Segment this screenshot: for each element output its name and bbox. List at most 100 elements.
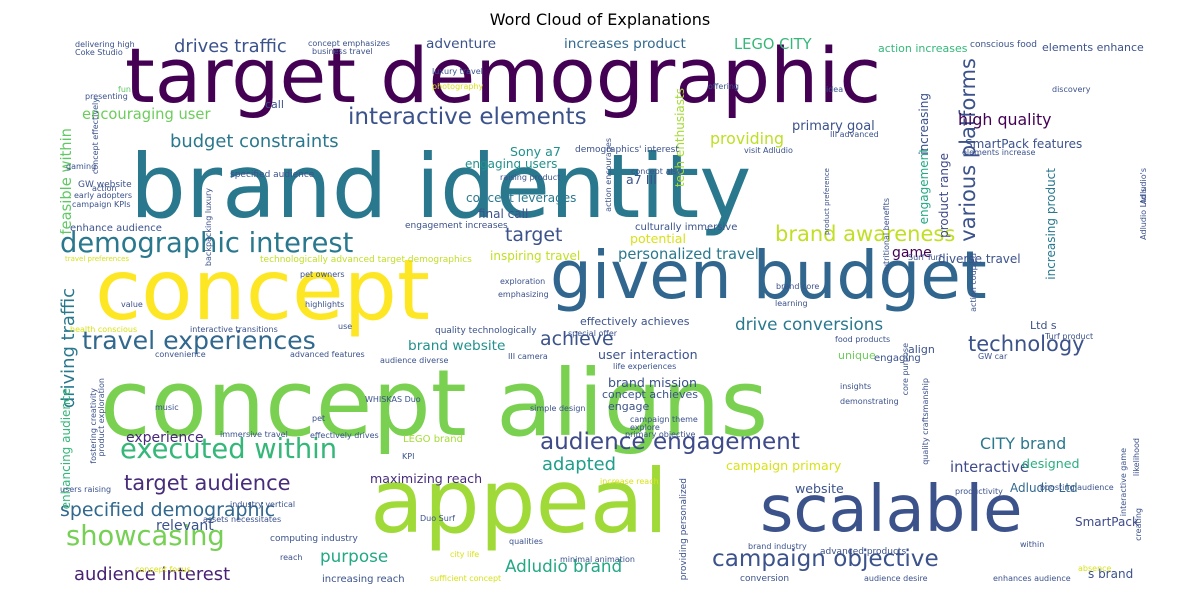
cloud-word: increase reach (600, 477, 659, 486)
cloud-word: maximizing reach (370, 471, 483, 486)
cloud-word: CITY brand (980, 434, 1067, 453)
cloud-word: demographics' interest (575, 145, 679, 155)
cloud-word: call (265, 98, 284, 111)
cloud-word: city life (450, 550, 480, 559)
cloud-word: campaign theme (630, 415, 698, 424)
cloud-word: industry vertical (230, 500, 296, 509)
cloud-word: audience diverse (380, 356, 449, 365)
cloud-word: purpose (320, 546, 389, 566)
cloud-word: budget constraints (170, 131, 339, 152)
cloud-word: product range (937, 153, 951, 238)
cloud-word: concept leverages (466, 191, 577, 205)
cloud-word: potential (630, 231, 687, 246)
cloud-word: effectively achieves (580, 315, 690, 328)
cloud-word: life experiences (613, 362, 677, 371)
cloud-word: concept also (631, 167, 682, 176)
cloud-word: Adludio Ltd (1010, 481, 1078, 495)
cloud-word: health conscious (70, 325, 138, 334)
cloud-word: quality craftsmanship (921, 378, 930, 465)
cloud-word: III advanced (830, 130, 879, 139)
cloud-word: travel experiences (82, 326, 316, 355)
cloud-word: absence (1078, 564, 1112, 573)
cloud-word: productivity (955, 487, 1003, 496)
cloud-word: encouraging user (82, 106, 211, 123)
cloud-word: action increases (878, 42, 968, 55)
cloud-word: target audience (124, 471, 291, 495)
cloud-word: Surf Turf (908, 253, 942, 262)
cloud-word: scalable (760, 473, 1023, 547)
cloud-word: concept focus (135, 565, 191, 574)
cloud-word: gaming (66, 162, 97, 171)
cloud-word: engaging (874, 353, 921, 364)
cloud-word: increasing (917, 93, 931, 155)
cloud-word: interactive game (1119, 448, 1128, 517)
cloud-word: enhances audience (993, 574, 1071, 583)
cloud-word: providing (710, 129, 785, 148)
cloud-word: demonstrating (840, 397, 899, 406)
cloud-word: WHISKAS Duo (365, 395, 421, 404)
cloud-word: creating (1134, 508, 1143, 541)
cloud-word: concept (95, 241, 430, 339)
cloud-word: effectively drives (310, 431, 379, 440)
cloud-word: interactive elements (348, 104, 587, 130)
cloud-word: Adludio's (1139, 168, 1148, 205)
cloud-word: emphasizing (498, 290, 549, 299)
cloud-word: a7 III (626, 172, 657, 187)
cloud-word: diverse travel (938, 252, 1021, 266)
cloud-word: experience (126, 430, 204, 446)
cloud-word: target (505, 224, 563, 246)
cloud-word: elements increase (962, 148, 1036, 157)
cloud-word: increases product (564, 38, 686, 52)
cloud-word: presenting (85, 92, 128, 101)
cloud-word: specified audience (230, 170, 315, 180)
cloud-word: personalized travel (618, 246, 759, 263)
cloud-word: specified demographic (60, 499, 276, 521)
cloud-word: offering (708, 82, 739, 91)
cloud-word: business travel (312, 47, 373, 56)
cloud-word: backpacking luxury (204, 188, 213, 267)
cloud-word: insights (840, 382, 872, 391)
cloud-word: align (908, 343, 935, 356)
cloud-word: brand website (408, 338, 506, 354)
cloud-word: game (892, 245, 932, 261)
cloud-word: highlights (305, 300, 345, 309)
cloud-word: advanced products (820, 547, 907, 557)
cloud-word: idea (826, 85, 844, 94)
cloud-word: enhance audience (70, 223, 162, 234)
cloud-word: interactive (950, 459, 1029, 476)
cloud-word: food products (835, 335, 891, 344)
cloud-word: qualities (509, 537, 543, 546)
cloud-word: culturally immersive (635, 222, 738, 233)
cloud-word: visit Adludio (744, 146, 793, 155)
cloud-word: action coupled (969, 253, 978, 312)
cloud-word: engaging users (465, 157, 558, 171)
cloud-word: users raising (60, 485, 112, 494)
cloud-word: final call (478, 207, 529, 221)
cloud-word: luxury travel (432, 67, 483, 76)
cloud-word: simple design (530, 404, 586, 413)
cloud-word: brand mission (608, 375, 697, 390)
cloud-word: computing industry (270, 534, 358, 544)
cloud-word: Ltd s (1030, 319, 1057, 332)
cloud-word: LEGO brand (403, 434, 463, 445)
cloud-word: target demographic (125, 38, 882, 120)
cloud-word: core purpose (901, 343, 910, 396)
word-cloud: concept aligns brand identity target demog… (60, 38, 1150, 590)
cloud-word: Duo Surf (420, 514, 455, 523)
cloud-word: product exploration (97, 378, 106, 457)
cloud-word: technology (968, 332, 1085, 356)
cloud-word: brand identity (130, 135, 752, 238)
cloud-word: brand core (776, 282, 820, 291)
cloud-word: minimal animation (560, 555, 635, 564)
cloud-word: feasible within (60, 128, 75, 235)
cloud-word: raising product (500, 173, 561, 182)
cloud-word: value (121, 300, 143, 309)
cloud-word: relevant (156, 518, 214, 534)
cloud-word: adapted (542, 454, 617, 475)
cloud-word: s brand (1088, 567, 1134, 581)
cloud-word: executed within (120, 434, 338, 465)
cloud-word: interactive transitions (190, 325, 278, 334)
cloud-word: early adopters (74, 191, 133, 200)
cloud-word: action encourages (604, 138, 613, 212)
cloud-word: delivering high (75, 40, 135, 49)
